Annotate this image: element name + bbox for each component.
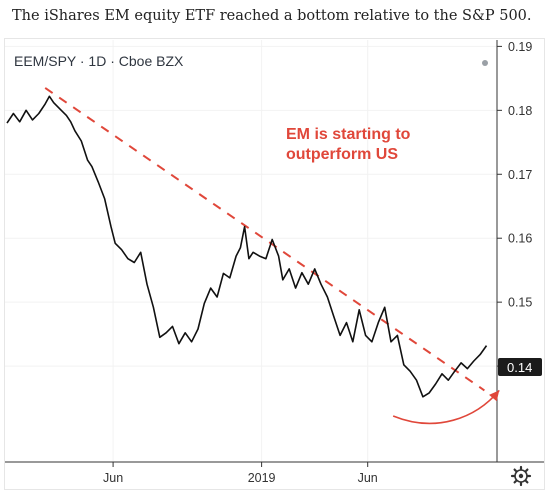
y-tick-label: 0.17 — [508, 168, 532, 182]
x-tick-label: Jun — [103, 471, 123, 485]
y-tick-label: 0.16 — [508, 232, 532, 246]
annotation-line-2: outperform US — [286, 146, 398, 163]
last-price-badge-text: 0.14 — [507, 360, 532, 375]
symbol-label: EEM/SPY · 1D · Cboe BZX — [14, 53, 184, 69]
x-tick-label: Jun — [358, 471, 378, 485]
price-series-line — [6, 95, 488, 398]
figure-caption: The iShares EM equity ETF reached a bott… — [12, 8, 532, 24]
annotation-line-1: EM is starting to — [286, 126, 411, 143]
trend-line — [44, 87, 485, 392]
x-tick-label: 2019 — [248, 471, 276, 485]
gear-icon[interactable] — [510, 465, 532, 487]
y-axis-ticks: 0.19 0.18 0.17 0.16 0.15 0.14 — [497, 40, 532, 374]
y-tick-label: 0.18 — [508, 104, 532, 118]
last-price-badge: 0.14 — [498, 358, 542, 376]
y-tick-label: 0.19 — [508, 40, 532, 54]
grid — [5, 40, 497, 462]
bottom-curve-arrow — [392, 389, 500, 425]
arrow-head-icon — [489, 390, 500, 402]
y-tick-label: 0.15 — [508, 296, 532, 310]
x-axis-ticks: Jun 2019 Jun — [103, 462, 378, 485]
chart-frame — [4, 38, 545, 490]
last-price-badge-bg — [498, 358, 542, 376]
status-dot-icon — [482, 60, 488, 66]
